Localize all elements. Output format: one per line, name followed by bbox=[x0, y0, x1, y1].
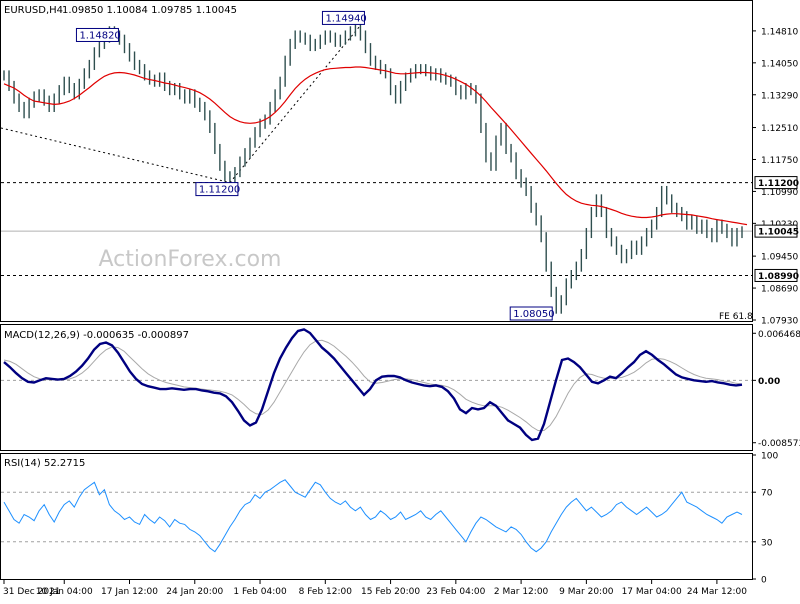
macd-signal-line bbox=[3, 339, 743, 431]
x-tick-label: 23 Feb 04:00 bbox=[426, 587, 485, 597]
macd-y-tick-label: 0.006468 bbox=[758, 330, 800, 340]
y-tick-label: 1.13290 bbox=[761, 91, 798, 101]
y-tick-label: 1.14050 bbox=[761, 59, 798, 69]
trendline bbox=[0, 127, 231, 184]
x-tick-label: 2 Mar 12:00 bbox=[494, 587, 549, 597]
macd-y-tick-label: 0.00 bbox=[758, 377, 780, 387]
trendline bbox=[229, 25, 361, 183]
x-tick-label: 8 Feb 12:00 bbox=[299, 587, 353, 597]
macd-layer bbox=[1, 328, 752, 442]
callout-layer: 1.14820 1.14940 1.11200 1.08050 bbox=[75, 10, 555, 321]
rsi-y-tick-label: 0 bbox=[761, 576, 767, 586]
x-tick-label: 15 Feb 20:00 bbox=[361, 587, 420, 597]
watermark: ActionForex.com bbox=[99, 247, 282, 272]
level-price-tag bbox=[754, 176, 798, 190]
rsi-panel: RSI(14) 52.2715 bbox=[0, 453, 753, 580]
level-price-label: 1.11200 bbox=[758, 179, 799, 189]
macd-line bbox=[3, 328, 743, 442]
y-tick-label: 1.11750 bbox=[761, 156, 798, 166]
price-callout-box bbox=[509, 306, 553, 321]
chart-symbol-info: EURUSD,H4 bbox=[4, 5, 63, 16]
y-tick-label: 1.09450 bbox=[761, 253, 798, 263]
price-callout-label: 1.11200 bbox=[199, 185, 240, 196]
rsi-title: RSI(14) 52.2715 bbox=[4, 458, 85, 469]
y-tick-label: 1.10990 bbox=[761, 188, 798, 198]
level-price-label: 1.10045 bbox=[758, 228, 799, 238]
macd-panel: MACD(12,26,9) -0.000635 -0.000897 bbox=[0, 324, 753, 451]
y-tick-label: 1.08690 bbox=[761, 285, 798, 295]
rsi-y-tick-label: 30 bbox=[761, 538, 773, 548]
y-tick-label: 1.14810 bbox=[761, 27, 798, 37]
axis-layer: 1.14810 1.14050 1.13290 1.12510 1.11750 1.109… bbox=[752, 27, 800, 586]
rsi-line bbox=[3, 479, 743, 553]
x-tick-label: 17 Jan 12:00 bbox=[101, 587, 158, 597]
fe-label: FE 61.8 bbox=[719, 312, 753, 322]
price-callout-box bbox=[195, 182, 239, 197]
rsi-layer bbox=[1, 479, 752, 553]
macd-panel-frame bbox=[0, 324, 753, 451]
x-tick-label: 17 Mar 04:00 bbox=[622, 587, 682, 597]
level-price-tag bbox=[754, 268, 798, 282]
chart-ohlc-values: 1.09850 1.10084 1.09785 1.10045 bbox=[62, 5, 237, 16]
price-callout-label: 1.14940 bbox=[325, 13, 366, 24]
rsi-y-tick-label: 70 bbox=[761, 489, 773, 499]
price-callout-label: 1.08050 bbox=[513, 309, 554, 320]
macd-y-tick-label: -0.008573 bbox=[758, 439, 800, 449]
y-tick-label: 1.07930 bbox=[761, 317, 798, 327]
price-callout-box bbox=[75, 27, 119, 42]
moving-average-line bbox=[3, 66, 748, 226]
x-tick-label: 9 Mar 20:00 bbox=[559, 587, 614, 597]
level-price-tag bbox=[754, 224, 798, 238]
x-tick-label: 10 Jan 04:00 bbox=[36, 587, 93, 597]
y-tick-label: 1.12510 bbox=[761, 124, 798, 134]
price-callout-label: 1.14820 bbox=[79, 30, 120, 41]
price-layer bbox=[0, 24, 752, 314]
x-tick-label: 24 Mar 12:00 bbox=[687, 587, 747, 597]
x-tick-label: 31 Dec 2021 bbox=[3, 587, 61, 597]
rsi-y-tick-label: 100 bbox=[761, 452, 778, 462]
price-panel: ActionForex.com EURUSD,H4 1.09850 1.1008… bbox=[0, 0, 753, 322]
price-panel-frame bbox=[0, 0, 753, 322]
price-callout-box bbox=[321, 10, 365, 25]
x-tick-label: 1 Feb 04:00 bbox=[233, 587, 287, 597]
level-price-label: 1.08990 bbox=[758, 272, 799, 282]
x-tick-label: 24 Jan 20:00 bbox=[166, 587, 223, 597]
macd-title: MACD(12,26,9) -0.000635 -0.000897 bbox=[4, 330, 189, 341]
